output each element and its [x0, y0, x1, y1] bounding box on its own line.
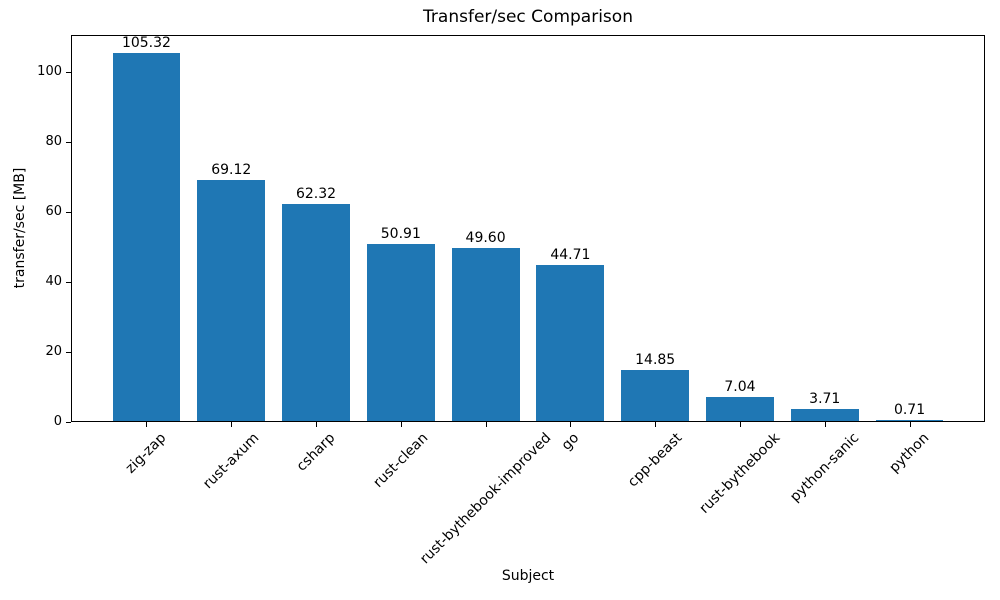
y-tick-label: 20	[45, 344, 62, 359]
bar	[621, 369, 690, 422]
x-tick-label: rust-bythebook-improved	[416, 430, 555, 568]
y-tick	[66, 352, 71, 353]
bar-value-label: 14.85	[635, 351, 676, 368]
bar	[197, 179, 266, 422]
x-tick	[146, 422, 147, 427]
y-tick	[66, 142, 71, 143]
x-tick-label: python-sanic	[787, 430, 863, 506]
y-tick-label: 0	[53, 414, 62, 429]
y-tick-label: 60	[45, 204, 62, 219]
bar	[451, 248, 520, 422]
bar-value-label: 105.32	[121, 35, 171, 52]
x-tick	[486, 422, 487, 427]
x-tick-label: cpp-beast	[624, 430, 686, 491]
x-tick	[740, 422, 741, 427]
bar	[282, 203, 350, 422]
y-tick-label: 100	[37, 64, 62, 79]
bar-value-label: 3.71	[809, 391, 841, 407]
bar	[790, 409, 859, 422]
x-tick	[825, 422, 826, 427]
x-tick	[401, 422, 402, 427]
y-tick	[66, 72, 71, 73]
bar	[112, 53, 181, 422]
y-tick-label: 80	[45, 134, 62, 149]
bar	[706, 397, 774, 422]
x-tick	[655, 422, 656, 427]
x-tick-label: zig-zap	[123, 430, 170, 477]
x-tick-label: rust-clean	[370, 430, 432, 491]
x-tick	[231, 422, 232, 427]
y-tick	[66, 422, 71, 423]
x-tick-label: rust-bythebook	[696, 430, 784, 517]
bar-value-label: 69.12	[211, 161, 252, 178]
bar	[875, 419, 944, 422]
x-tick	[570, 422, 571, 427]
x-axis-label: Subject	[501, 568, 555, 584]
bar-value-label: 44.71	[550, 247, 591, 264]
y-tick	[66, 282, 71, 283]
x-tick	[910, 422, 911, 427]
x-tick-label: csharp	[293, 430, 339, 475]
x-tick-label: rust-axum	[200, 430, 263, 493]
x-tick-label: go	[558, 430, 583, 454]
x-tick-label: python	[886, 430, 933, 476]
bar-value-label: 49.60	[465, 230, 506, 247]
y-tick-label: 40	[45, 274, 62, 289]
y-tick	[66, 212, 71, 213]
chart-title: Transfer/sec Comparison	[423, 7, 633, 27]
bar-value-label: 50.91	[380, 225, 421, 242]
x-tick	[316, 422, 317, 427]
bar	[536, 265, 605, 422]
bar-value-label: 62.32	[295, 185, 337, 202]
bar	[366, 243, 435, 422]
bar-value-label: 7.04	[724, 379, 756, 396]
bar-value-label: 0.71	[893, 401, 926, 418]
